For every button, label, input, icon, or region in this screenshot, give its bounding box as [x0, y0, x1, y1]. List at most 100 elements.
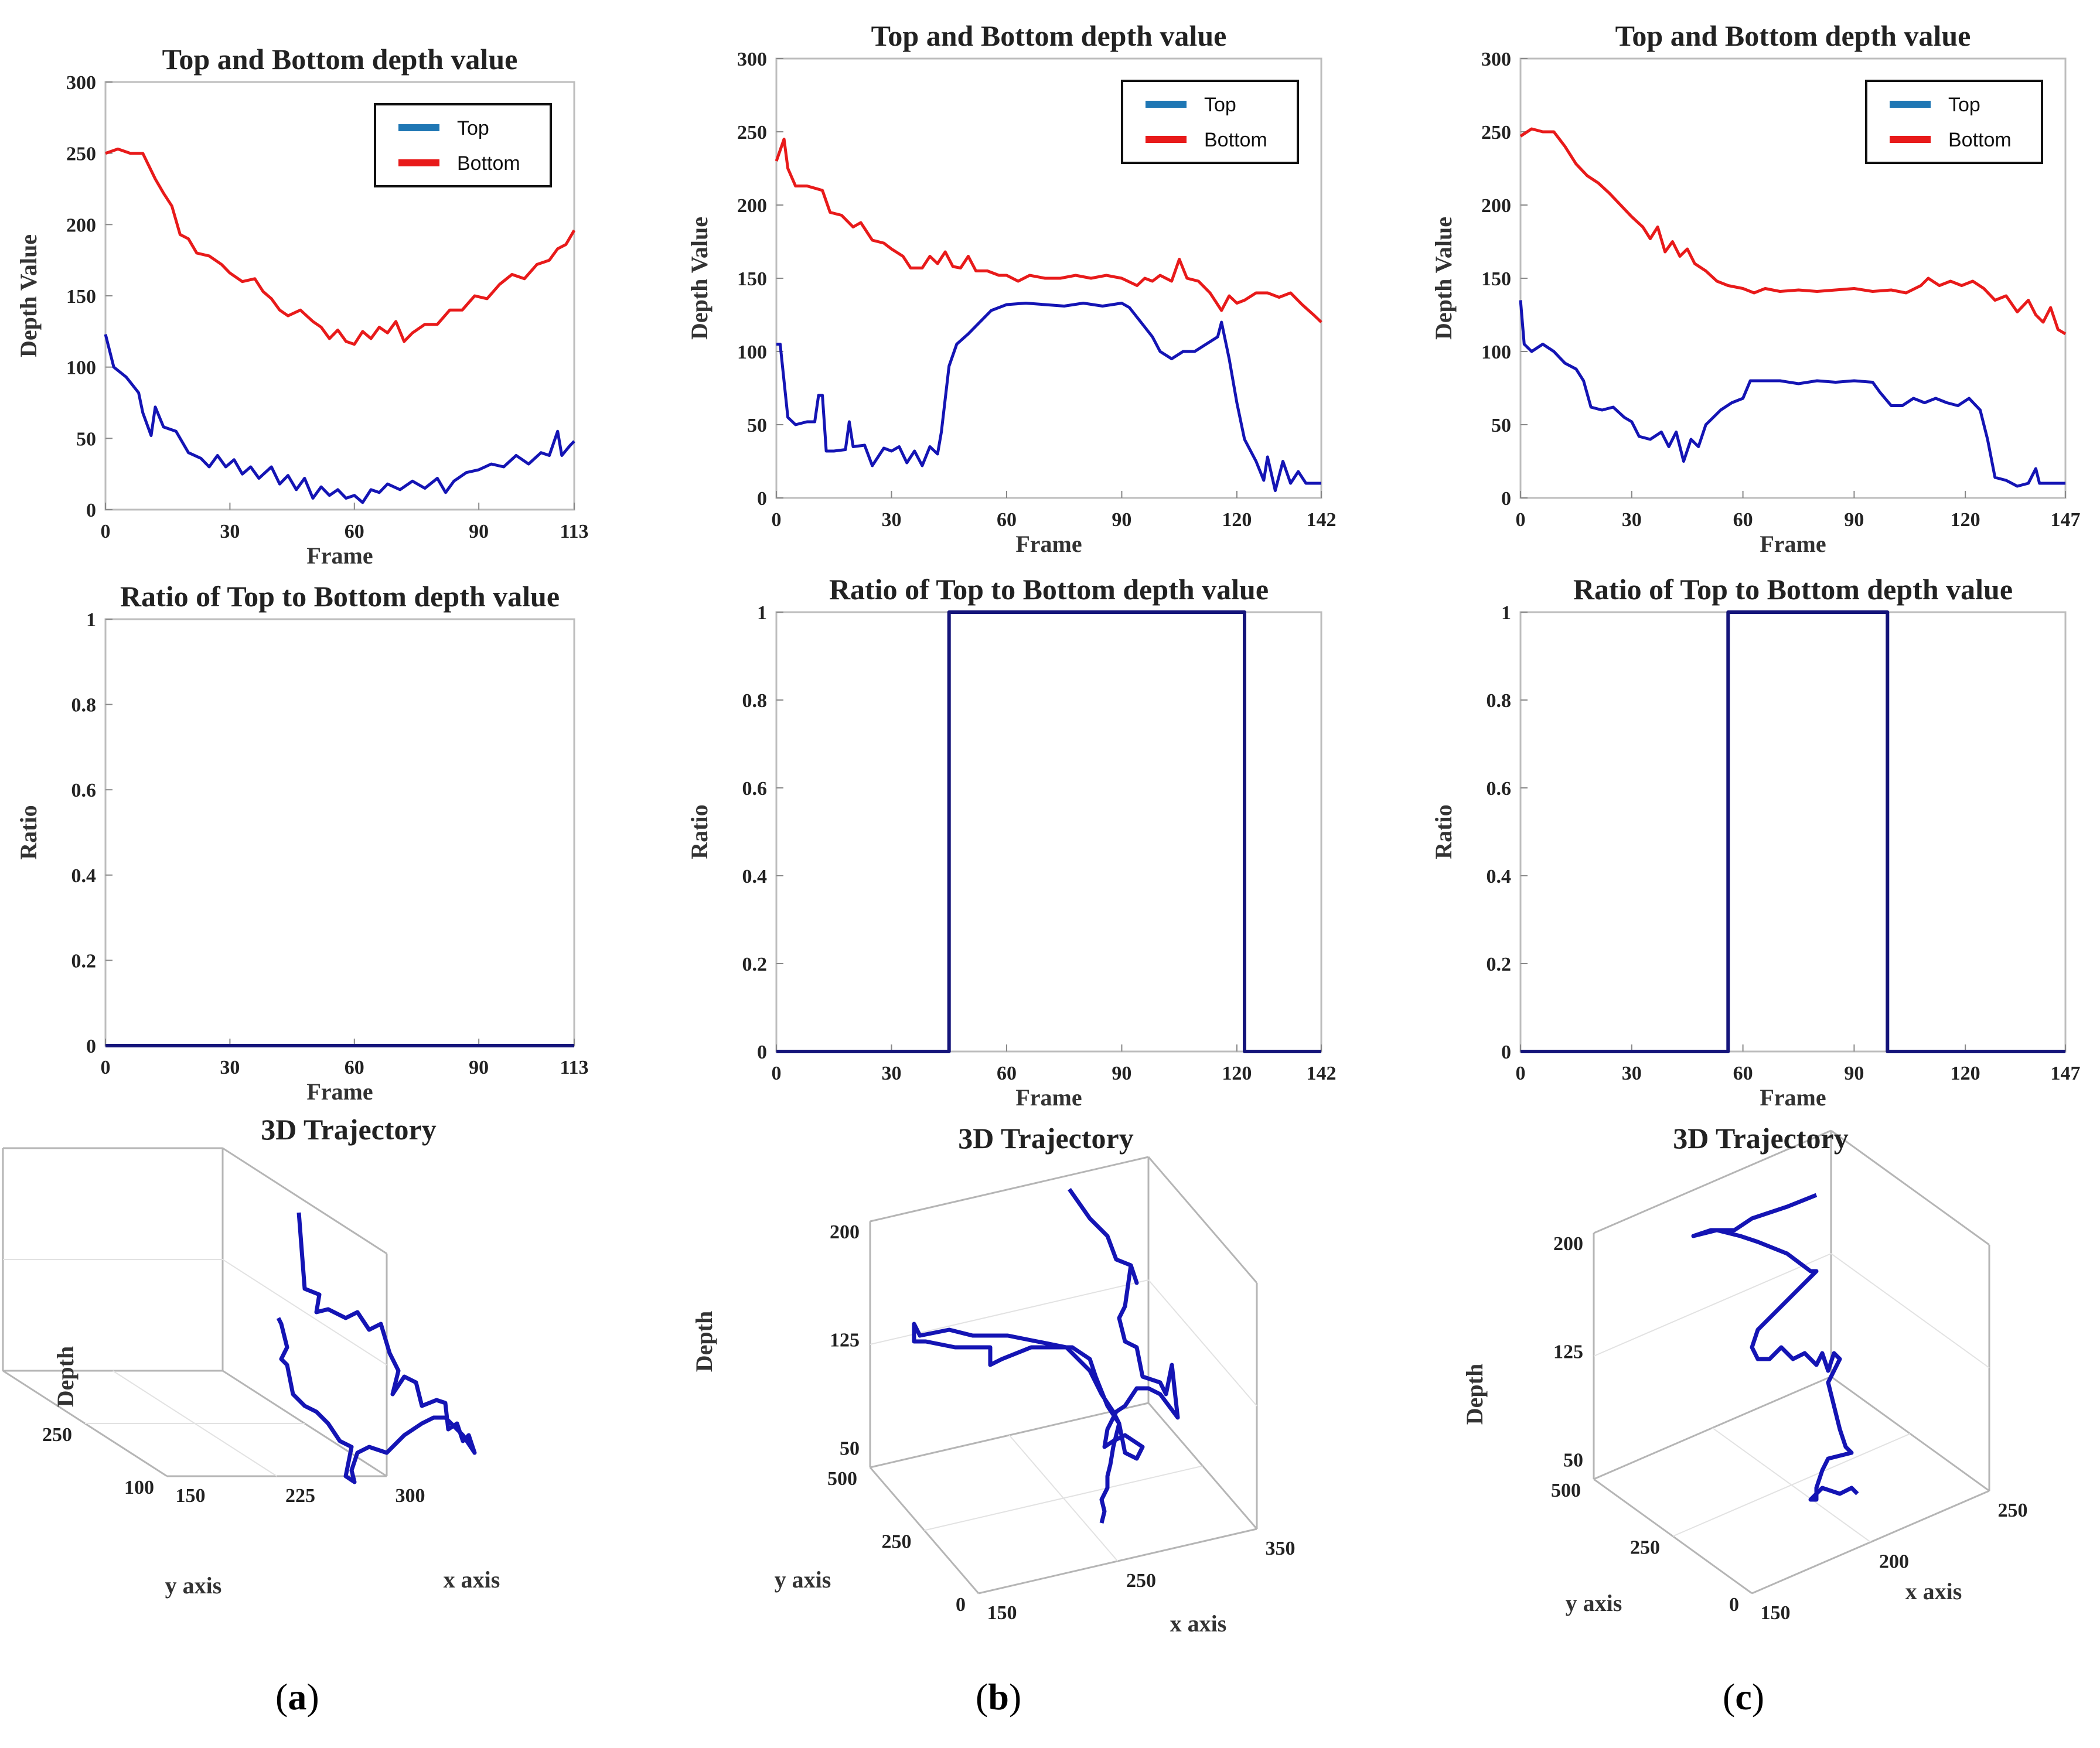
x-tick-label-2-3: 90 — [1844, 1063, 1864, 1084]
depth-x-axis-label-2: Frame — [1760, 531, 1826, 557]
ratio-chart-title-0: Ratio of Top to Bottom depth value — [120, 580, 560, 613]
legend-2: Top Bottom — [1865, 80, 2043, 164]
x-tick-label-0-4: 113 — [560, 521, 588, 542]
legend-label-bottom-1: Bottom — [1204, 129, 1267, 151]
traj-y-tick-1-1: 250 — [882, 1531, 912, 1553]
top-edge-2-b — [1830, 1129, 1990, 1246]
ratio-x-axis-label-0: Frame — [306, 1078, 373, 1105]
depth-chart-2: 0 30 60 90 120 147 0 50 100 150 200 250 300 Top and B… — [1430, 19, 2081, 557]
traj-z-axis-label-1: Depth — [691, 1311, 717, 1372]
grid-line-0-w0 — [222, 1259, 387, 1365]
y-tick-label-0-3: 150 — [66, 286, 96, 308]
x-tick-label-1-4: 120 — [1222, 509, 1252, 531]
x-tick-label-2-0: 0 — [1516, 509, 1526, 531]
y-tick-label-2-1: 0.2 — [1487, 954, 1512, 975]
traj-x-tick-2-1: 200 — [1879, 1551, 1909, 1573]
legend-0: Top Bottom — [374, 103, 552, 187]
caption-b: (b) — [976, 1676, 1022, 1718]
traj-x-tick-0-1: 225 — [285, 1485, 315, 1507]
series-line-top-0 — [104, 334, 575, 504]
y-tick-label-2-2: 100 — [1481, 342, 1511, 363]
traj-x-axis-label-2: x axis — [1905, 1578, 1962, 1604]
legend-1: Top Bottom — [1121, 80, 1299, 164]
x-tick-label-1-0: 0 — [772, 1063, 782, 1084]
y-tick-label-0-2: 0.4 — [71, 865, 97, 887]
traj-y-tick-0-1: 250 — [42, 1424, 72, 1446]
traj-y-tick-0-0: 100 — [124, 1477, 154, 1498]
y-tick-label-0-4: 200 — [66, 214, 96, 236]
series-line-ratio-2 — [1521, 610, 2065, 1053]
traj-y-axis-label-0: y axis — [165, 1572, 222, 1599]
depth-x-axis-label-1: Frame — [1015, 531, 1082, 557]
y-tick-label-0-3: 0.6 — [71, 780, 97, 801]
x-tick-label-1-2: 60 — [997, 1063, 1017, 1084]
y-tick-label-0-0: 0 — [86, 500, 96, 521]
series-line-ratio-1 — [776, 610, 1321, 1053]
legend-label-top-0: Top — [457, 117, 489, 139]
series-line-top-2 — [1519, 300, 2065, 488]
ratio-chart-1: 0 30 60 90 120 142 0 0.2 0.4 0.6 0.8 1 Ratio of Top … — [686, 573, 1337, 1111]
x-tick-label-1-1: 30 — [881, 509, 901, 531]
x-tick-label-0-2: 60 — [345, 1057, 364, 1078]
legend-box-0 — [374, 103, 552, 187]
x-tick-label-2-2: 60 — [1733, 1063, 1753, 1084]
legend-label-top-1: Top — [1204, 94, 1236, 116]
y-tick-label-0-0: 0 — [86, 1036, 96, 1057]
x-tick-label-0-4: 113 — [560, 1057, 588, 1078]
x-tick-label-2-5: 147 — [2051, 509, 2081, 531]
legend-box-2 — [1865, 80, 2043, 164]
y-tick-label-2-1: 50 — [1491, 415, 1511, 436]
traj-y-tick-2-1: 250 — [1630, 1537, 1660, 1559]
y-tick-label-2-5: 1 — [1501, 602, 1511, 624]
trajectory-line-1 — [912, 1187, 1180, 1524]
x-tick-label-1-5: 142 — [1307, 509, 1337, 531]
ratio-chart-title-1: Ratio of Top to Bottom depth value — [829, 573, 1269, 606]
traj-y-tick-2-0: 0 — [1729, 1594, 1739, 1616]
x-tick-label-2-4: 120 — [1951, 509, 1980, 531]
y-tick-label-0-1: 50 — [76, 428, 96, 450]
traj-z-tick-1-2: 200 — [830, 1221, 860, 1243]
ratio-chart-2: 0 30 60 90 120 147 0 0.2 0.4 0.6 0.8 1 Ratio of Top … — [1430, 573, 2081, 1111]
x-tick-label-1-3: 90 — [1112, 1063, 1131, 1084]
trajectory-line-0 — [276, 1212, 477, 1484]
y-tick-label-2-4: 0.8 — [1487, 690, 1512, 712]
traj-z-tick-2-1: 125 — [1553, 1341, 1583, 1363]
ratio-plot-frame-1 — [775, 611, 1322, 1053]
trajectory-line-2 — [1691, 1193, 1859, 1502]
y-tick-label-0-4: 0.8 — [71, 695, 97, 716]
depth-chart-title-0: Top and Bottom depth value — [162, 43, 518, 76]
x-tick-label-1-2: 60 — [997, 509, 1017, 531]
ratio-plot-frame-2 — [1519, 611, 2067, 1053]
x-tick-label-0-1: 30 — [220, 1057, 240, 1078]
legend-label-bottom-2: Bottom — [1948, 129, 2012, 151]
top-edge-1-b — [1147, 1156, 1258, 1283]
y-tick-label-1-0: 0 — [757, 488, 767, 510]
ratio-y-axis-label-1: Ratio — [686, 804, 712, 859]
x-tick-label-1-5: 142 — [1307, 1063, 1337, 1084]
y-tick-label-2-3: 150 — [1481, 268, 1511, 290]
trajectory-title-0: 3D Trajectory — [261, 1113, 436, 1146]
trajectory-chart-2: 150 200 250 0 250 500 50 125 200 3D Trajectory x a… — [1461, 1122, 2028, 1624]
y-tick-label-1-3: 150 — [737, 268, 767, 290]
depth-chart-1: 0 30 60 90 120 142 0 50 100 150 200 250 300 Top and B… — [686, 19, 1337, 557]
depth-chart-0: 0 30 60 90 113 0 50 100 150 200 250 300 Top and Bott… — [15, 43, 589, 569]
x-tick-label-1-3: 90 — [1112, 509, 1131, 531]
grid-line-2-y0 — [1672, 1433, 1911, 1537]
y-tick-label-2-4: 200 — [1481, 195, 1511, 217]
x-tick-label-0-2: 60 — [345, 521, 364, 542]
x-tick-label-2-4: 120 — [1951, 1063, 1980, 1084]
traj-z-tick-1-1: 125 — [830, 1330, 860, 1351]
y-tick-label-2-2: 0.4 — [1487, 866, 1512, 887]
traj-z-tick-2-0: 50 — [1563, 1449, 1583, 1471]
series-line-top-1 — [776, 302, 1321, 492]
ratio-y-axis-label-0: Ratio — [15, 805, 42, 859]
ratio-plot-frame-0 — [104, 618, 575, 1047]
x-tick-label-1-4: 120 — [1222, 1063, 1252, 1084]
legend-label-bottom-0: Bottom — [457, 152, 520, 175]
trajectory-title-1: 3D Trajectory — [958, 1122, 1133, 1155]
traj-x-tick-2-2: 250 — [1998, 1500, 2028, 1521]
grid-line-1-z0 — [870, 1279, 1149, 1345]
traj-y-axis-label-1: y axis — [775, 1566, 831, 1593]
series-line-bottom-1 — [775, 138, 1322, 323]
